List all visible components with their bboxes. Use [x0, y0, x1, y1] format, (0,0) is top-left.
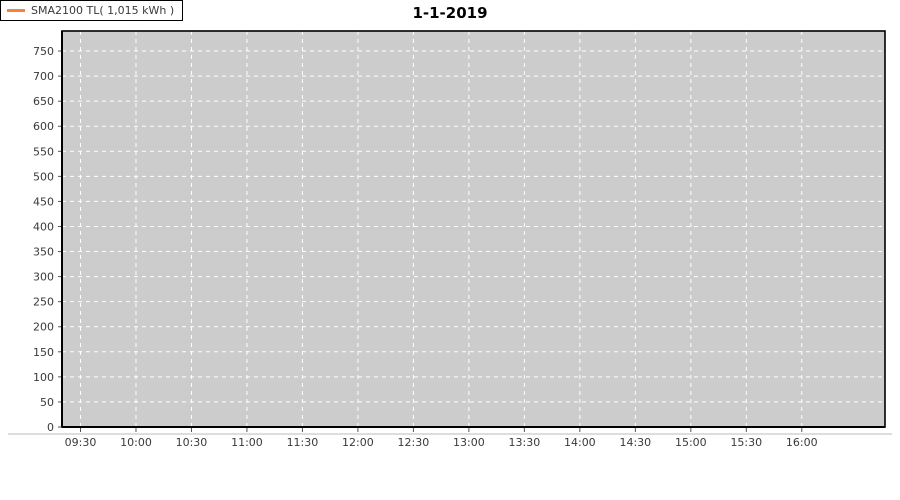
- x-tick-label: 14:00: [564, 436, 596, 449]
- x-tick-label: 09:30: [65, 436, 97, 449]
- legend-color-swatch: [7, 9, 25, 12]
- x-tick-label: 12:00: [342, 436, 374, 449]
- legend-series-label: SMA2100 TL( 1,015 kWh ): [31, 4, 175, 17]
- chart-legend: SMA2100 TL( 1,015 kWh ): [0, 0, 184, 21]
- y-tick-label: 700: [33, 70, 54, 83]
- x-tick-label: 10:30: [176, 436, 208, 449]
- y-tick-label: 750: [33, 45, 54, 58]
- plot-background: [62, 31, 885, 427]
- x-tick-label: 16:00: [786, 436, 818, 449]
- y-tick-label: 650: [33, 95, 54, 108]
- x-tick-label: 14:30: [619, 436, 651, 449]
- y-tick-label: 250: [33, 296, 54, 309]
- x-tick-label: 12:30: [398, 436, 430, 449]
- y-tick-label: 300: [33, 271, 54, 284]
- x-tick-label: 15:00: [675, 436, 707, 449]
- y-tick-label: 450: [33, 195, 54, 208]
- y-tick-label: 550: [33, 145, 54, 158]
- y-tick-label: 150: [33, 346, 54, 359]
- x-tick-label: 11:00: [231, 436, 263, 449]
- x-tick-label: 13:30: [509, 436, 541, 449]
- x-tick-label: 15:30: [730, 436, 762, 449]
- x-tick-label: 11:30: [287, 436, 319, 449]
- y-tick-label: 400: [33, 220, 54, 233]
- y-tick-label: 600: [33, 120, 54, 133]
- y-tick-label: 0: [47, 421, 54, 434]
- chart-title: 1-1-2019: [412, 4, 488, 22]
- y-tick-label: 100: [33, 371, 54, 384]
- y-tick-label: 350: [33, 246, 54, 259]
- y-tick-label: 500: [33, 170, 54, 183]
- y-tick-label: 50: [40, 396, 54, 409]
- x-tick-label: 13:00: [453, 436, 485, 449]
- x-tick-label: 10:00: [120, 436, 152, 449]
- y-tick-label: 200: [33, 321, 54, 334]
